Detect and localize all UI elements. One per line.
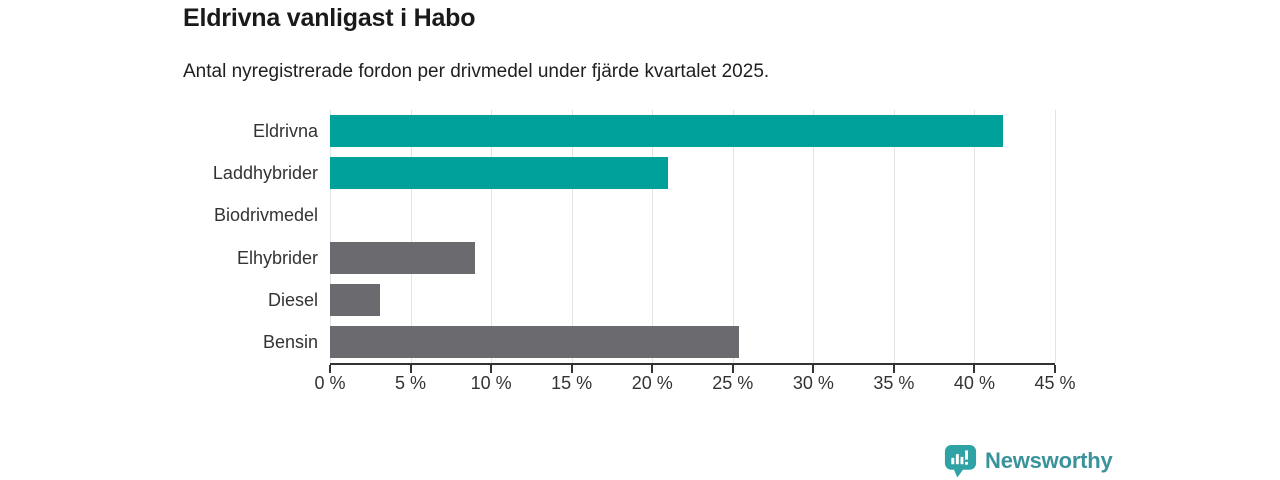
x-axis-tick-45 bbox=[1054, 365, 1056, 373]
gridline-0 bbox=[330, 110, 331, 363]
newsworthy-logo: Newsworthy bbox=[944, 444, 1113, 478]
category-label-laddhybrider: Laddhybrider bbox=[212, 163, 318, 184]
chart-subtitle: Antal nyregistrerade fordon per drivmede… bbox=[183, 61, 770, 82]
gridline-45 bbox=[1055, 110, 1056, 363]
category-label-biodrivmedel: Biodrivmedel bbox=[213, 205, 318, 226]
x-axis-line bbox=[330, 363, 1055, 365]
x-axis-tick-35 bbox=[892, 365, 895, 373]
x-axis-tick-label-15: 15 % bbox=[551, 373, 593, 393]
x-axis-tick-30 bbox=[812, 365, 815, 373]
gridline-10 bbox=[491, 110, 493, 363]
bar-elhybrider bbox=[330, 241, 475, 274]
x-axis-tick-0 bbox=[329, 365, 331, 373]
bar-row-bensin: Bensin bbox=[263, 321, 1055, 363]
x-axis-tick-label-30: 30 % bbox=[792, 373, 834, 393]
category-label-diesel: Diesel bbox=[267, 289, 318, 310]
gridline-40 bbox=[974, 110, 976, 363]
category-label-eldrivna: Eldrivna bbox=[252, 121, 318, 141]
bar-bensin bbox=[330, 325, 740, 358]
gridline-20 bbox=[652, 110, 654, 363]
x-axis-tick-20 bbox=[651, 365, 654, 373]
chart-title: Eldrivna vanligast i Habo bbox=[183, 4, 476, 32]
bar-eldrivna bbox=[330, 115, 1004, 147]
x-axis-tick-label-5: 5 % bbox=[395, 373, 427, 393]
bar-row-diesel: Diesel bbox=[268, 279, 1055, 321]
x-axis-tick-label-25: 25 % bbox=[712, 373, 754, 393]
x-axis-tick-10 bbox=[490, 365, 493, 373]
plot-area: 0 % 5 % 10 % 15 % 20 % 25 % 30 % 35 % 40 % 45 % El… bbox=[213, 110, 1076, 393]
bar-row-biodrivmedel: Biodrivmedel bbox=[214, 194, 1055, 236]
x-axis-tick-label-20: 20 % bbox=[631, 373, 673, 393]
x-axis-tick-label-40: 40 % bbox=[953, 373, 995, 393]
category-label-elhybrider: Elhybrider bbox=[236, 247, 318, 268]
x-axis-tick-label-0: 0 % bbox=[314, 373, 346, 393]
bar-diesel bbox=[330, 283, 380, 316]
x-axis-tick-25 bbox=[731, 365, 734, 373]
x-axis-tick-label-45: 45 % bbox=[1034, 373, 1076, 393]
bar-laddhybrider bbox=[330, 157, 669, 190]
bar-row-laddhybrider: Laddhybrider bbox=[213, 152, 1055, 194]
x-axis-tick-40 bbox=[973, 365, 976, 373]
x-axis-tick-label-10: 10 % bbox=[470, 373, 512, 393]
x-axis-tick-5 bbox=[409, 365, 412, 373]
gridline-30 bbox=[813, 110, 815, 363]
x-axis-tick-label-35: 35 % bbox=[873, 373, 915, 393]
gridline-5 bbox=[410, 110, 412, 363]
gridline-15 bbox=[571, 110, 573, 363]
x-axis-tick-15 bbox=[570, 365, 573, 373]
newsworthy-logo-text: Newsworthy bbox=[985, 448, 1113, 473]
gridline-35 bbox=[893, 110, 895, 363]
category-label-bensin: Bensin bbox=[262, 331, 318, 352]
gridline-25 bbox=[732, 110, 734, 363]
bar-row-eldrivna: Eldrivna bbox=[253, 110, 1055, 152]
newsworthy-bar-chart-pin-icon bbox=[944, 444, 977, 478]
bar-row-elhybrider: Elhybrider bbox=[237, 237, 1055, 279]
